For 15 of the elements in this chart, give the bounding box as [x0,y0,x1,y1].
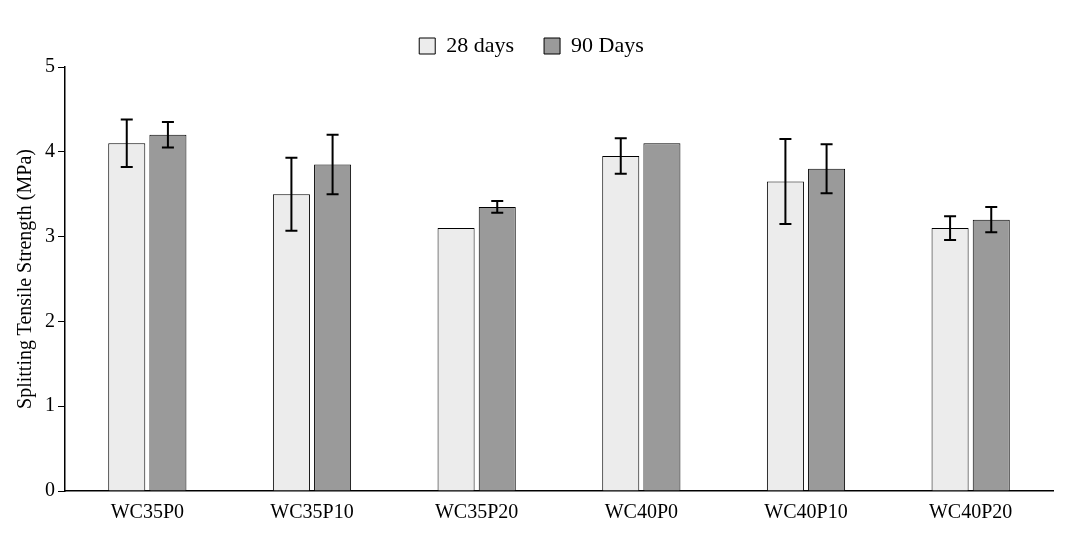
y-tick-label: 0 [45,478,55,501]
y-tick-label: 2 [45,308,55,331]
legend-label: 28 days [446,31,515,57]
y-tick-label: 3 [45,223,55,246]
x-tick-label: WC35P10 [270,500,354,523]
x-tick-label: WC35P0 [110,500,185,523]
y-tick-label: 5 [45,54,55,77]
x-tick-label: WC40P10 [764,500,848,523]
legend-label: 90 Days [571,31,644,57]
x-tick-label: WC35P20 [434,500,519,523]
y-tick-label: 1 [45,393,55,416]
y-axis-title: Splitting Tensile Strength (MPa) [13,149,37,409]
x-tick-label: WC40P20 [928,500,1013,523]
x-tick-label: WC40P0 [604,500,679,523]
y-tick-label: 4 [45,139,55,162]
